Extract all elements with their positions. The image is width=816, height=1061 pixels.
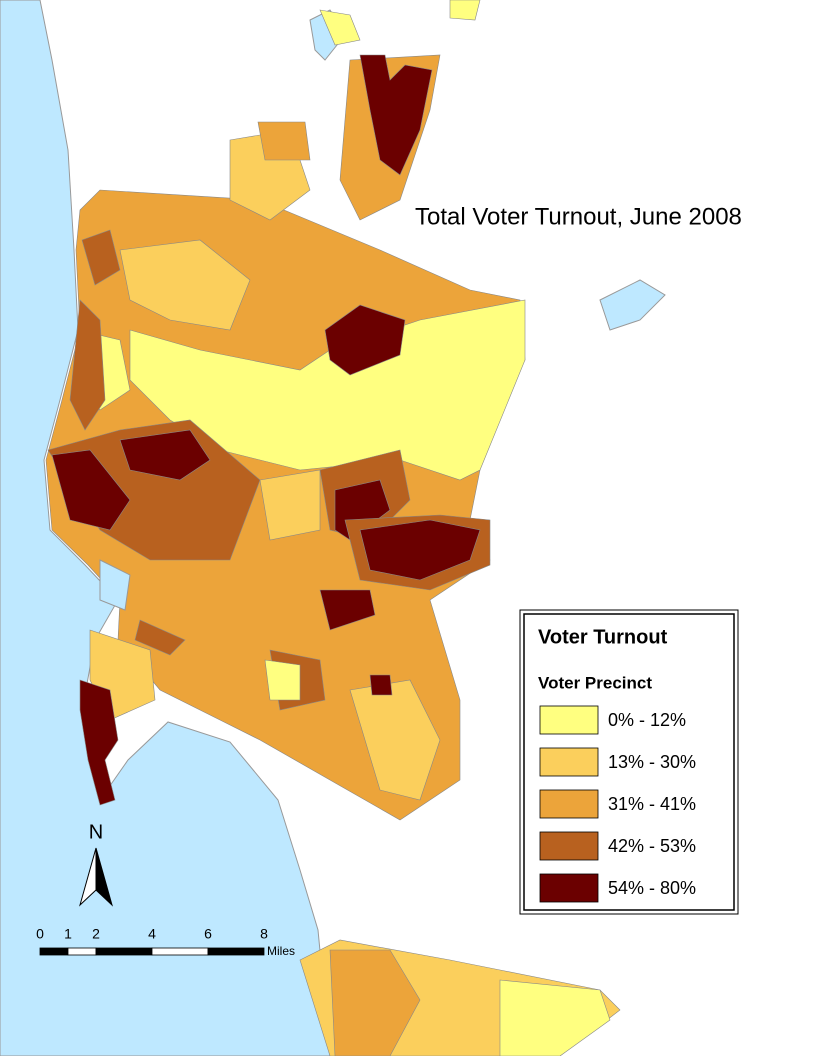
legend-label: 42% - 53%	[608, 836, 696, 856]
precinct-area	[119, 429, 211, 481]
precinct-area	[319, 9, 361, 46]
bay	[99, 559, 131, 611]
legend-title: Voter Turnout	[538, 626, 668, 648]
precinct-area	[79, 679, 119, 806]
legend-label: 0% - 12%	[608, 710, 686, 730]
precinct-area	[69, 299, 106, 431]
precinct-area	[329, 949, 421, 1057]
map-title: Total Voter Turnout, June 2008	[415, 203, 742, 230]
legend-subtitle: Voter Precinct	[538, 673, 652, 692]
legend-swatch	[539, 789, 599, 819]
precinct-area	[81, 229, 121, 286]
scale-tick-label: 0	[36, 926, 44, 942]
legend-swatch	[539, 747, 599, 777]
scale-tick-label: 4	[148, 926, 156, 942]
north-arrow: N	[79, 821, 113, 907]
legend-swatch	[539, 873, 599, 903]
precinct-area	[319, 589, 376, 631]
scale-bar: 0 1 2 4 6 8 Miles	[36, 926, 295, 958]
scale-unit: Miles	[267, 944, 295, 958]
scale-tick-label: 2	[92, 926, 100, 942]
scale-tick-label: 8	[260, 926, 268, 942]
legend-label: 31% - 41%	[608, 794, 696, 814]
scale-tick-label: 1	[64, 926, 72, 942]
precinct-area	[119, 239, 251, 331]
precinct-area	[264, 659, 301, 701]
scale-segment	[67, 947, 97, 956]
legend-label: 54% - 80%	[608, 878, 696, 898]
precinct-area	[349, 679, 441, 801]
precinct-area	[369, 674, 393, 696]
legend-swatch	[539, 831, 599, 861]
scale-segment	[151, 947, 209, 956]
arrow-right	[95, 847, 113, 907]
precincts	[45, 0, 621, 1057]
precinct-area	[51, 449, 131, 531]
precinct-area	[359, 54, 433, 176]
scale-segment	[207, 947, 265, 956]
precinct-area	[259, 469, 321, 541]
precinct-area	[134, 619, 186, 656]
legend: Voter Turnout Voter Precinct 0% - 12% 13%…	[519, 609, 739, 915]
precinct-area	[324, 304, 406, 376]
legend-swatch	[539, 705, 599, 735]
legend-label: 13% - 30%	[608, 752, 696, 772]
legend-items: 0% - 12% 13% - 30% 31% - 41% 42% - 53% 54% -…	[539, 705, 696, 903]
precinct-area	[499, 979, 611, 1057]
north-label: N	[89, 821, 103, 843]
scale-tick-label: 6	[204, 926, 212, 942]
precinct-area	[449, 0, 481, 21]
scale-segment	[95, 947, 153, 956]
precinct-area	[359, 519, 481, 581]
precinct-area	[257, 121, 311, 161]
scale-segment	[39, 947, 69, 956]
